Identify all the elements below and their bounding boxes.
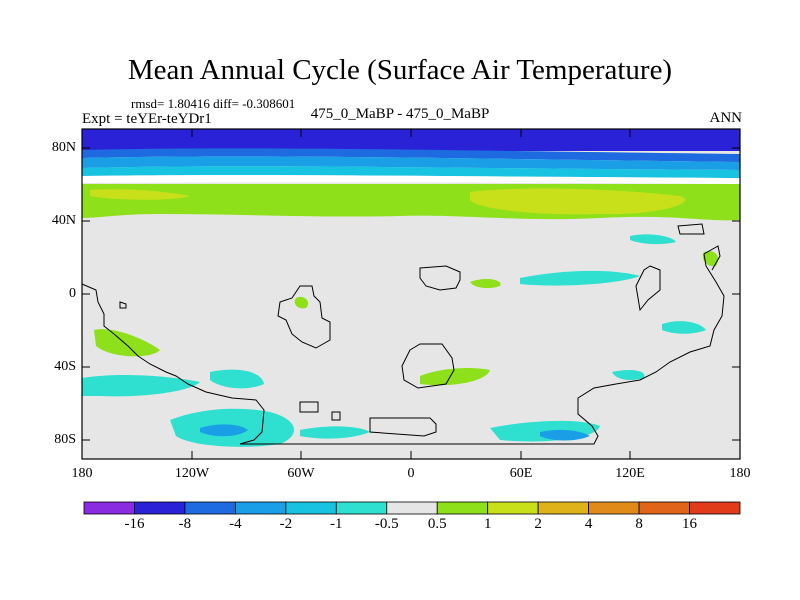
- warm-patch-2: [90, 189, 190, 200]
- chart-title: Mean Annual Cycle (Surface Air Temperatu…: [127, 54, 673, 86]
- axis-ticks: [82, 129, 740, 459]
- antarctic-anom-2: [200, 424, 248, 437]
- anom-9: [82, 375, 200, 397]
- map-field: [82, 129, 740, 459]
- lon-label-0: 0: [407, 466, 415, 481]
- colorbar-label: -2: [279, 516, 293, 532]
- anom-7: [294, 296, 309, 309]
- colorbar: [83, 501, 741, 515]
- subtitle: 475_0_MaBP - 475_0_MaBP: [310, 106, 490, 122]
- anom-8: [420, 368, 490, 386]
- colorbar-swatch: [638, 501, 690, 515]
- warm-patch-1: [470, 188, 686, 215]
- colorbar-label: -16: [124, 516, 145, 532]
- antarctic-anom-5: [300, 426, 370, 439]
- colorbar-swatch: [689, 501, 741, 515]
- lon-label-120w: 120W: [174, 466, 210, 481]
- lat-label-0: 0: [69, 286, 76, 301]
- colorbar-label: 8: [635, 516, 643, 532]
- band-lt-16: [82, 129, 740, 151]
- band-4: [82, 156, 740, 170]
- lon-label-180w: 180: [71, 466, 93, 481]
- colorbar-label: -1: [330, 516, 343, 532]
- colorbar-swatch: [234, 501, 287, 515]
- lon-label-60e: 60E: [509, 466, 533, 481]
- anom-3: [520, 270, 640, 286]
- lon-label-60w: 60W: [287, 466, 315, 481]
- anom-11: [612, 370, 645, 380]
- colorbar-label: 2: [534, 516, 542, 532]
- colorbar-swatch: [335, 501, 388, 515]
- colorbar-swatch: [537, 501, 590, 515]
- lat-label-40n: 40N: [51, 213, 76, 228]
- colorbar-label: 1: [483, 516, 492, 532]
- colorbar-label: 4: [584, 516, 593, 532]
- season-label: ANN: [709, 110, 743, 126]
- lon-label-180e: 180: [729, 466, 751, 481]
- lon-label-120e: 120E: [615, 466, 645, 481]
- anom-10: [210, 369, 264, 389]
- lat-label-40s: 40S: [54, 359, 76, 374]
- band-white: [82, 175, 740, 184]
- colorbar-label: -8: [178, 516, 192, 532]
- anom-6: [662, 321, 706, 334]
- colorbar-label: 16: [682, 516, 698, 532]
- colorbar-label: 0.5: [427, 516, 447, 532]
- lat-label-80n: 80N: [51, 140, 76, 155]
- colorbar-label: -4: [229, 516, 242, 532]
- experiment-label: Expt = teYEr-teYDr1: [82, 111, 212, 127]
- colorbar-swatch: [184, 501, 236, 515]
- colorbar-swatch: [83, 501, 135, 515]
- coastlines: [81, 223, 725, 445]
- lat-label-80s: 80S: [54, 432, 76, 447]
- anom-4: [470, 279, 501, 289]
- colorbar-swatch: [588, 501, 640, 515]
- antarctic-anom-4: [540, 429, 590, 441]
- colorbar-swatch: [436, 501, 489, 515]
- band-2: [82, 166, 740, 178]
- colorbar-swatch: [487, 501, 539, 515]
- anom-1: [630, 234, 676, 245]
- stats-line: rmsd= 1.80416 diff= -0.308601: [131, 96, 296, 111]
- anom-2: [702, 250, 719, 267]
- anom-5: [94, 329, 160, 357]
- band-8: [82, 148, 740, 162]
- colorbar-swatch: [285, 501, 337, 515]
- colorbar-label: -0.5: [374, 516, 399, 532]
- colorbar-swatch: [134, 501, 186, 515]
- colorbar-swatch: [386, 501, 438, 515]
